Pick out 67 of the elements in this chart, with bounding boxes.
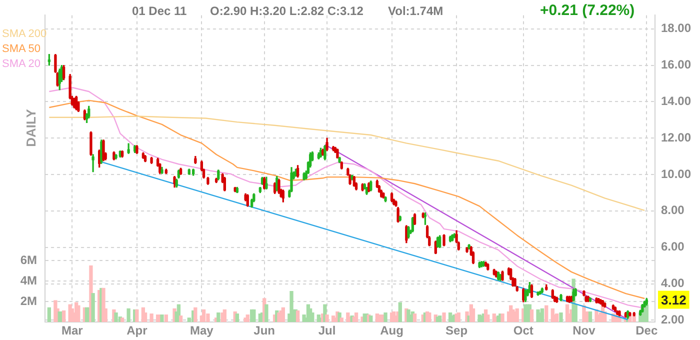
bar bbox=[340, 318, 344, 322]
bar bbox=[126, 308, 130, 322]
annotation: 01 Dec 11 bbox=[132, 4, 187, 19]
bar bbox=[281, 307, 285, 322]
y-tick-label: 8.00 bbox=[661, 203, 685, 218]
bar bbox=[91, 293, 95, 322]
y-tick-label: 4.00 bbox=[661, 276, 685, 290]
y-tick-label: 10.00 bbox=[661, 166, 692, 181]
x-tick-label: Oct bbox=[513, 324, 534, 338]
bar bbox=[252, 309, 256, 322]
text: SMA 200 bbox=[2, 27, 47, 42]
y-tick-label: 14.00 bbox=[661, 94, 692, 108]
text: SMA 20 bbox=[2, 57, 42, 72]
annotation: Vol:1.74M bbox=[388, 4, 444, 19]
bar bbox=[369, 316, 373, 322]
annotation: +0.21 (7.22%) bbox=[540, 2, 635, 19]
candlestick bbox=[92, 154, 94, 172]
bar bbox=[194, 307, 198, 322]
bar bbox=[530, 309, 534, 322]
bar bbox=[76, 305, 80, 322]
bar bbox=[216, 312, 220, 322]
bar bbox=[178, 316, 183, 322]
y-tick-label: 12.00 bbox=[661, 130, 692, 144]
bar bbox=[471, 308, 476, 322]
bar bbox=[264, 304, 268, 322]
x-tick-label: Sep bbox=[446, 324, 468, 338]
y-tick-label: 16.00 bbox=[661, 58, 692, 72]
bar bbox=[325, 314, 329, 322]
bar bbox=[398, 302, 402, 322]
x-tick-label: Aug bbox=[380, 324, 404, 338]
bar bbox=[384, 312, 388, 322]
bar bbox=[442, 312, 446, 322]
bar bbox=[428, 312, 432, 322]
bar bbox=[150, 313, 154, 322]
bar bbox=[114, 312, 118, 322]
x-tick-label: Dec bbox=[636, 324, 658, 338]
bar bbox=[559, 312, 563, 322]
bar bbox=[206, 313, 210, 322]
text: SMA 50 bbox=[2, 42, 42, 57]
y-tick-label: 18.00 bbox=[661, 21, 692, 36]
y-tick-label: 6.00 bbox=[661, 240, 685, 254]
y-tick-label: 2.00 bbox=[661, 312, 685, 326]
annotation: 3.12 bbox=[661, 292, 686, 308]
bar bbox=[588, 311, 592, 322]
y2-tick-label: 6M bbox=[20, 252, 37, 267]
bar bbox=[354, 312, 358, 322]
x-tick-label: Apr bbox=[126, 324, 148, 338]
x-tick-label: Jul bbox=[318, 324, 336, 338]
bar bbox=[164, 314, 168, 322]
bar bbox=[438, 316, 442, 322]
x-tick-label: May bbox=[190, 324, 214, 338]
bar bbox=[540, 308, 544, 322]
bar bbox=[235, 313, 240, 322]
x-tick-label: Nov bbox=[572, 324, 596, 338]
y2-tick-label: 4M bbox=[20, 273, 37, 288]
annotation: O:2.90 H:3.20 L:2.82 C:3.12 bbox=[210, 4, 364, 19]
y2-tick-label: 2M bbox=[20, 294, 37, 308]
x-tick-label: Mar bbox=[61, 324, 84, 338]
bar bbox=[310, 312, 314, 322]
bar bbox=[412, 313, 417, 322]
x-tick-label: Jun bbox=[254, 324, 276, 338]
bar bbox=[544, 305, 548, 322]
bar bbox=[515, 308, 519, 322]
bar bbox=[222, 309, 226, 322]
text: DAILY bbox=[24, 109, 38, 147]
bar bbox=[202, 309, 206, 322]
bar bbox=[246, 314, 250, 322]
